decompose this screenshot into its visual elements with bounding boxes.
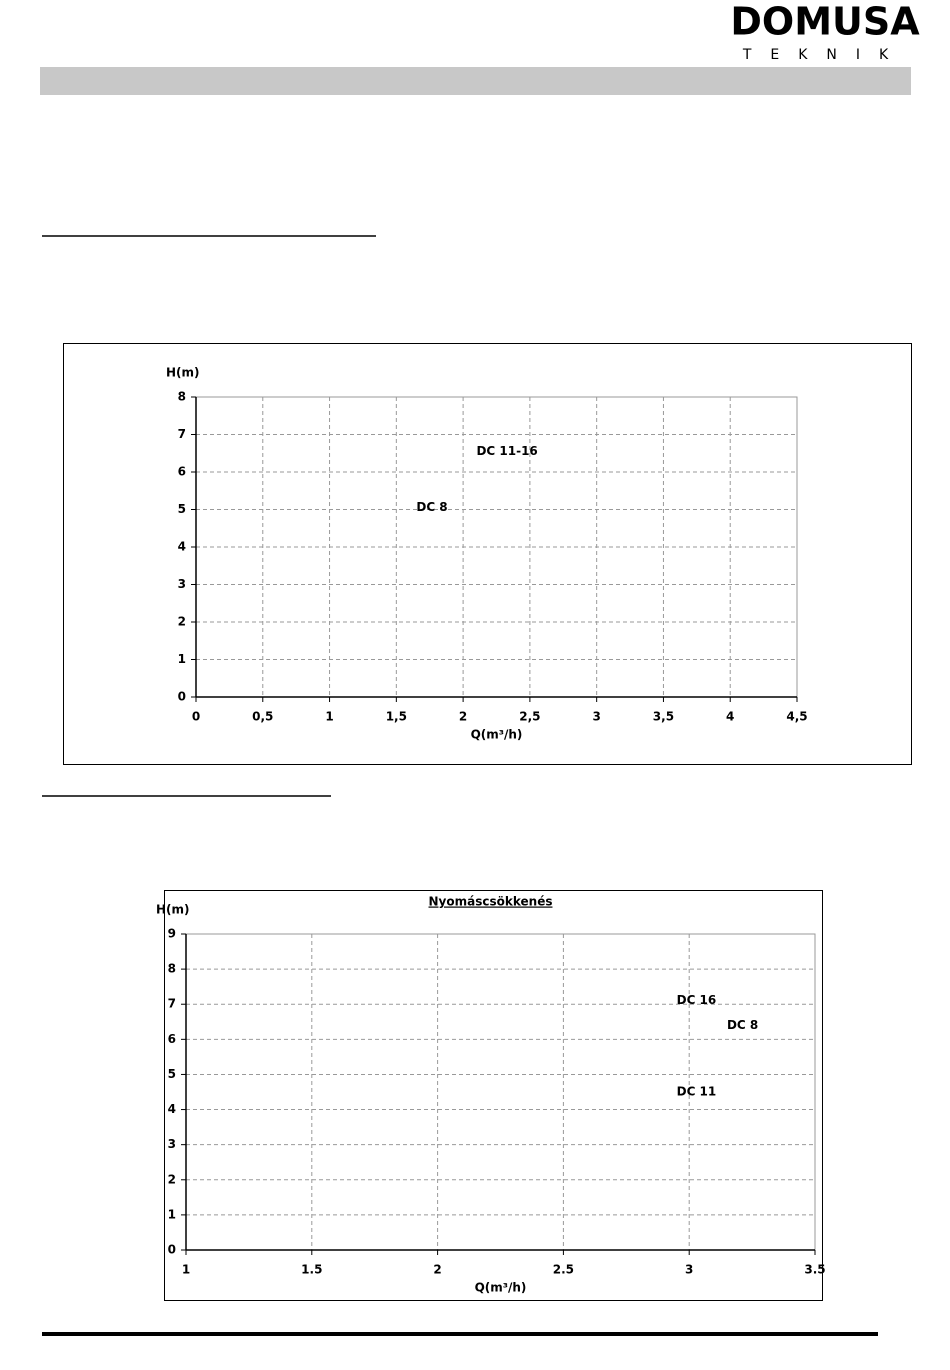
series-label: DC 8 [727, 1018, 758, 1032]
chart-title: Nyomáscsökkenés [429, 895, 553, 909]
x-tick-label: 2.5 [553, 1263, 574, 1277]
logo: DOMUSA [730, 0, 920, 44]
y-tick-label: 4 [178, 540, 186, 554]
plot-area [195, 396, 798, 698]
chart-frame [63, 343, 912, 765]
logo-sub: TEKNIK [742, 47, 907, 63]
x-tick-label: 1.5 [301, 1263, 322, 1277]
x-tick-label: 4 [726, 710, 734, 724]
x-tick-label: 3 [592, 710, 600, 724]
chart-frame [164, 890, 823, 1301]
x-tick-label: 2 [433, 1263, 441, 1277]
x-tick-label: 3 [685, 1263, 693, 1277]
y-tick-label: 3 [178, 577, 186, 591]
x-tick-label: 1 [325, 710, 333, 724]
x-tick-label: 3,5 [653, 710, 674, 724]
y-tick-label: 0 [168, 1243, 176, 1257]
y-tick-label: 1 [168, 1207, 176, 1221]
series-label: DC 8 [416, 500, 447, 514]
y-tick-label: 9 [168, 927, 176, 941]
y-tick-label: 7 [178, 427, 186, 441]
series-label: DC 11 [677, 1085, 717, 1099]
y-tick-label: 8 [168, 962, 176, 976]
x-tick-label: 3.5 [804, 1263, 825, 1277]
y-axis-label: H(m) [166, 366, 200, 380]
plot-area [185, 933, 816, 1251]
y-tick-label: 3 [168, 1137, 176, 1151]
y-tick-label: 5 [168, 1067, 176, 1081]
x-tick-label: 0,5 [252, 710, 273, 724]
y-tick-label: 0 [178, 690, 186, 704]
x-axis-label: Q(m³/h) [475, 1281, 527, 1295]
x-tick-label: 4,5 [786, 710, 807, 724]
x-tick-label: 2 [459, 710, 467, 724]
x-tick-label: 0 [192, 710, 200, 724]
y-tick-label: 5 [178, 502, 186, 516]
series-label: DC 16 [677, 993, 717, 1007]
y-tick-label: 7 [168, 997, 176, 1011]
y-tick-label: 2 [178, 615, 186, 629]
y-tick-label: 4 [168, 1102, 176, 1116]
x-tick-label: 1,5 [386, 710, 407, 724]
x-tick-label: 1 [182, 1263, 190, 1277]
series-label: DC 11-16 [476, 444, 537, 458]
y-tick-label: 1 [178, 652, 186, 666]
y-tick-label: 6 [168, 1032, 176, 1046]
x-axis-label: Q(m³/h) [471, 728, 523, 742]
header-bar [40, 67, 911, 95]
y-tick-label: 6 [178, 465, 186, 479]
y-axis-label: H(m) [156, 903, 190, 917]
x-tick-label: 2,5 [519, 710, 540, 724]
y-tick-label: 2 [168, 1172, 176, 1186]
y-tick-label: 8 [178, 390, 186, 404]
